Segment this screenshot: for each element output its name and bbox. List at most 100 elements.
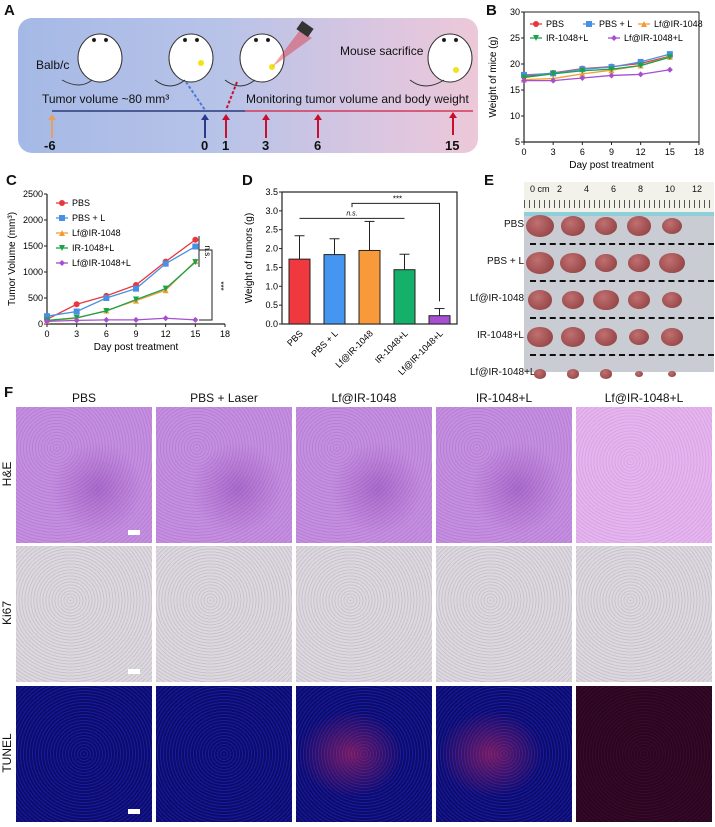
- tumor-specimen: [526, 251, 554, 275]
- monitoring-caption: Monitoring tumor volume and body weight: [246, 92, 469, 106]
- day-label: 3: [262, 138, 270, 153]
- histology-image: [296, 407, 432, 543]
- tumor-volume-caption: Tumor volume ~80 mm³: [42, 92, 170, 106]
- histology-column-header: PBS: [71, 391, 96, 405]
- x-tick-label: 3: [74, 329, 79, 339]
- ruler-label: 2: [557, 184, 563, 194]
- row-divider: [530, 317, 714, 319]
- y-tick-label: 0: [38, 319, 43, 329]
- scale-bar: [128, 669, 140, 674]
- x-tick-label: Lf@IR-1048: [333, 328, 374, 369]
- series-PBS + L: [44, 243, 199, 320]
- histology-image: [576, 686, 712, 822]
- svg-text:PBS + L: PBS + L: [599, 19, 632, 29]
- tumor-specimen: [628, 291, 650, 309]
- tumor-specimen: [595, 328, 617, 346]
- legend-item: Lf@IR-1048: [56, 228, 121, 238]
- x-tick-label: 9: [609, 147, 614, 157]
- series-IR-1048+L: [521, 54, 673, 81]
- histology-image: [576, 546, 712, 682]
- histology-row-label: H&E: [0, 461, 14, 487]
- tumor-specimen: [560, 252, 586, 274]
- axes: 0.0 0.5 1.0 1.5 2.0 2.5 3.0 3.5 Weight of tumors…: [244, 187, 458, 329]
- x-tick-label: 15: [665, 147, 675, 157]
- histology-row-label: Ki67: [0, 600, 14, 626]
- svg-text:IR-1048+L: IR-1048+L: [72, 243, 114, 253]
- panel-label-b: B: [486, 2, 497, 19]
- mouse-icon: [409, 33, 473, 87]
- x-tick-label: 9: [133, 329, 138, 339]
- tumor-specimen: [527, 326, 553, 348]
- tumor-row-label: Lf@IR-1048: [470, 293, 525, 304]
- x-tick-label: 6: [580, 147, 585, 157]
- svg-text:n.s.: n.s.: [203, 246, 212, 259]
- ruler-label: 12: [692, 184, 703, 194]
- ruler: [524, 182, 714, 216]
- svg-text:IR-1048+L: IR-1048+L: [546, 33, 588, 43]
- day-label: 6: [314, 138, 322, 153]
- y-tick-label: 3.0: [265, 206, 278, 216]
- legend-item: PBS: [56, 198, 90, 208]
- x-tick-label: 18: [220, 329, 230, 339]
- arrow-icon: [48, 112, 457, 138]
- x-tick-label: PBS: [285, 328, 305, 348]
- histology-image: [436, 686, 572, 822]
- day-label: 0: [201, 138, 209, 153]
- y-tick-label: 15: [510, 85, 520, 95]
- series-Lf@IR-1048+L: [44, 315, 199, 325]
- day-label: 15: [445, 138, 460, 153]
- tumor-specimen: [661, 328, 683, 346]
- ruler-label: 10: [665, 184, 676, 194]
- x-tick-label: 6: [104, 329, 109, 339]
- y-axis-title: Tumor Volume (mm³): [7, 212, 18, 306]
- scale-bar: [128, 809, 140, 814]
- series-IR-1048+L: [44, 259, 199, 324]
- axes: 0 3 6 9 12 15 18 5 10 15 20 25 30 Day post treatment W…: [488, 7, 704, 170]
- x-axis-title: Day post treatment: [569, 160, 654, 170]
- tumor-specimen: [627, 216, 651, 236]
- histology-image: [576, 407, 712, 543]
- svg-text:***: ***: [393, 194, 402, 203]
- y-tick-label: 2.0: [265, 244, 278, 254]
- svg-text:PBS: PBS: [546, 19, 564, 29]
- y-tick-label: 1.0: [265, 281, 278, 291]
- tumor-specimen: [662, 292, 682, 308]
- bar: PBS + L: [309, 238, 346, 359]
- y-tick-label: 1500: [23, 241, 43, 251]
- tumor-specimen: [662, 218, 682, 234]
- significance-brackets: n.s. ***: [198, 236, 225, 321]
- y-tick-label: 1000: [23, 267, 43, 277]
- histology-image: [436, 407, 572, 543]
- y-tick-label: 1.5: [265, 262, 278, 272]
- panel-label-e: E: [484, 172, 495, 189]
- histology-image: [16, 407, 152, 543]
- svg-text:Lf@IR-1048: Lf@IR-1048: [654, 19, 703, 29]
- laser-icon: [272, 20, 314, 67]
- mouse-icon: [154, 33, 214, 87]
- scale-bar: [128, 530, 140, 535]
- y-tick-label: 500: [28, 293, 43, 303]
- y-tick-label: 2500: [23, 189, 43, 199]
- histology-column-header: Lf@IR-1048+L: [604, 391, 684, 405]
- ruler-labels: 0 cm 2 4 6 8 10 12: [524, 184, 714, 196]
- x-axis-title: Day post treatment: [94, 342, 179, 353]
- tumor-specimen: [567, 369, 579, 379]
- x-tick-label: 12: [161, 329, 171, 339]
- strain-label: Balb/c: [36, 58, 70, 72]
- y-tick-label: 3.5: [265, 187, 278, 197]
- svg-text:Lf@IR-1048+L: Lf@IR-1048+L: [72, 258, 131, 268]
- legend-item: Lf@IR-1048+L: [56, 258, 131, 268]
- legend-item: PBS + L: [56, 213, 105, 223]
- ruler-label: 0 cm: [530, 184, 550, 194]
- ruler-label: 6: [611, 184, 617, 194]
- histology-column-header: Lf@IR-1048: [331, 391, 397, 405]
- row-divider: [530, 354, 714, 356]
- legend-item: Lf@IR-1048: [638, 19, 703, 29]
- x-tick-label: 0: [44, 329, 49, 339]
- series-PBS + L: [521, 51, 673, 78]
- series-Lf@IR-1048+L: [521, 66, 673, 84]
- panel-label-f: F: [4, 384, 14, 401]
- panel-label-c: C: [6, 172, 17, 189]
- x-tick-label: 3: [551, 147, 556, 157]
- mouse-icon: [61, 33, 123, 86]
